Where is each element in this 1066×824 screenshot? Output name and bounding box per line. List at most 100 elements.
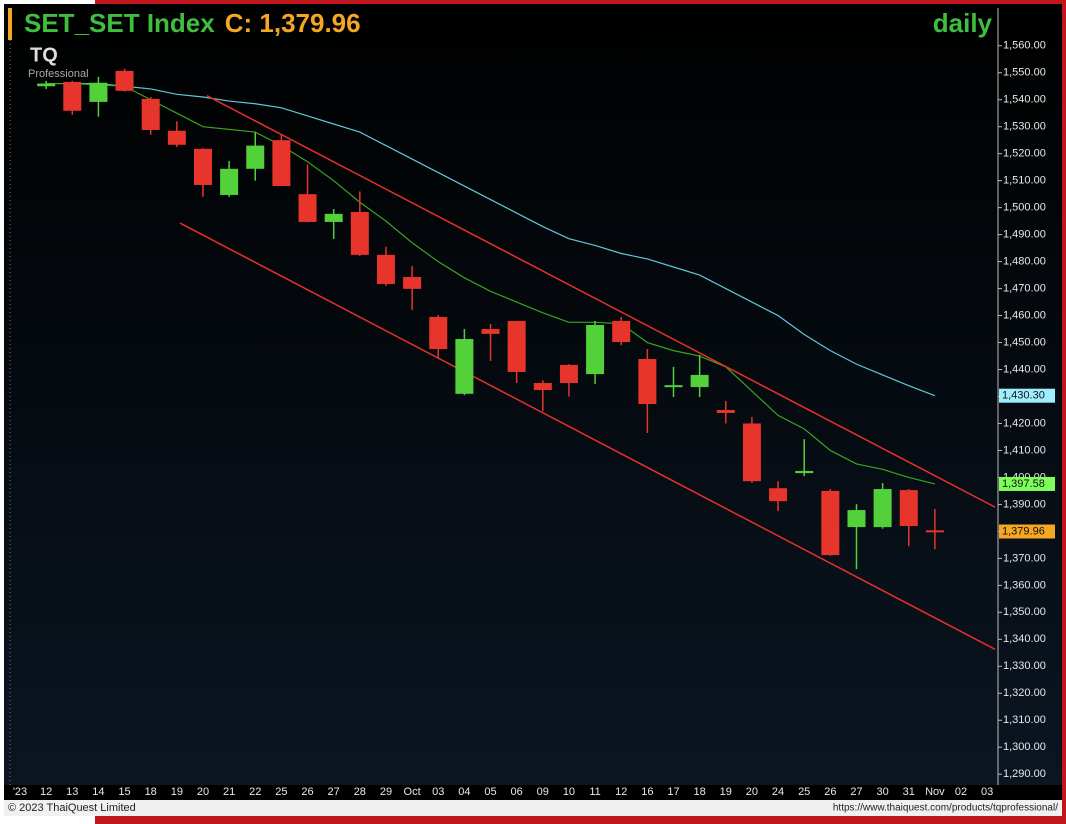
candle-body <box>481 329 500 334</box>
price-tag-label: 1,397.58 <box>1002 478 1045 490</box>
y-tick-label: 1,550.00 <box>1003 67 1046 79</box>
candle-body <box>612 320 631 343</box>
candle-body <box>925 530 944 533</box>
candle-body <box>586 325 605 375</box>
y-tick-label: 1,540.00 <box>1003 94 1046 106</box>
x-tick-label: 20 <box>746 786 758 798</box>
candle-body <box>507 320 526 372</box>
x-tick-label: 19 <box>171 786 183 798</box>
x-tick-label: 05 <box>484 786 496 798</box>
x-tick-label: 31 <box>903 786 915 798</box>
candle-body <box>376 254 395 284</box>
x-tick-label: 10 <box>563 786 575 798</box>
y-tick-label: 1,530.00 <box>1003 121 1046 133</box>
candle-body <box>847 510 866 528</box>
x-tick-label: 04 <box>458 786 470 798</box>
y-tick-label: 1,350.00 <box>1003 606 1046 618</box>
footer-bar <box>4 800 1062 816</box>
candle-body <box>821 490 840 556</box>
y-tick-label: 1,460.00 <box>1003 309 1046 321</box>
footer-url: https://www.thaiquest.com/products/tqpro… <box>833 803 1058 814</box>
x-tick-label: 22 <box>249 786 261 798</box>
panel <box>4 4 1062 800</box>
y-tick-label: 1,490.00 <box>1003 229 1046 241</box>
y-tick-label: 1,510.00 <box>1003 175 1046 187</box>
copyright: © 2023 ThaiQuest Limited <box>8 802 136 814</box>
x-tick-label: 03 <box>432 786 444 798</box>
y-tick-label: 1,450.00 <box>1003 336 1046 348</box>
candle-body <box>690 374 709 388</box>
y-tick-label: 1,520.00 <box>1003 148 1046 160</box>
moving-average <box>46 82 936 485</box>
title-close: C: 1,379.96 <box>225 8 361 38</box>
x-tick-label: 25 <box>275 786 287 798</box>
x-tick-label: 02 <box>955 786 967 798</box>
x-tick-label: 19 <box>720 786 732 798</box>
candle-body <box>350 211 369 255</box>
candle-body <box>742 423 761 482</box>
x-tick-label: 27 <box>850 786 862 798</box>
candle-body <box>37 83 56 87</box>
y-tick-label: 1,420.00 <box>1003 417 1046 429</box>
y-tick-label: 1,320.00 <box>1003 687 1046 699</box>
price-tag-label: 1,430.30 <box>1002 390 1045 402</box>
x-axis-strip <box>4 785 1062 800</box>
x-tick-label: 21 <box>223 786 235 798</box>
period: daily <box>933 8 993 38</box>
x-tick-label: 27 <box>328 786 340 798</box>
candle-body <box>167 130 186 145</box>
candle-body <box>63 81 82 111</box>
candle-body <box>89 82 108 102</box>
x-tick-label: 14 <box>92 786 104 798</box>
candle-body <box>141 98 160 130</box>
y-tick-label: 1,470.00 <box>1003 282 1046 294</box>
x-tick-label: 26 <box>824 786 836 798</box>
candle-body <box>429 316 448 350</box>
candle-body <box>795 470 814 474</box>
candle-body <box>324 213 343 222</box>
y-tick-label: 1,560.00 <box>1003 40 1046 52</box>
trend-line <box>179 222 996 650</box>
candle-body <box>272 140 291 187</box>
x-tick-label: 18 <box>145 786 157 798</box>
x-tick-label: 28 <box>354 786 366 798</box>
x-tick-label: 18 <box>694 786 706 798</box>
x-tick-label: 12 <box>615 786 627 798</box>
y-tick-label: 1,310.00 <box>1003 714 1046 726</box>
x-tick-label: 15 <box>118 786 130 798</box>
price-tag <box>999 476 1055 491</box>
x-tick-label: 12 <box>40 786 52 798</box>
x-tick-label: 06 <box>511 786 523 798</box>
y-tick-label: 1,330.00 <box>1003 660 1046 672</box>
x-tick-label: 09 <box>537 786 549 798</box>
logo-product: Professional <box>28 68 89 80</box>
y-tick-label: 1,500.00 <box>1003 202 1046 214</box>
x-tick-label: 25 <box>798 786 810 798</box>
chart-title: SET_SET Index C: 1,379.96 <box>24 8 361 38</box>
candle-body <box>533 383 552 391</box>
moving-average <box>46 82 936 397</box>
title-marker <box>8 8 12 40</box>
x-tick-label: 20 <box>197 786 209 798</box>
candle-body <box>664 385 683 388</box>
price-tag <box>999 388 1055 403</box>
x-tick-label: 29 <box>380 786 392 798</box>
x-tick-label: 03 <box>981 786 993 798</box>
candle-body <box>115 70 134 91</box>
x-tick-label: Oct <box>404 786 421 798</box>
y-tick-label: 1,410.00 <box>1003 444 1046 456</box>
candle-body <box>769 488 788 502</box>
x-tick-label: 11 <box>589 786 600 798</box>
logo-brand: TQ <box>30 44 58 66</box>
price-tag-label: 1,379.96 <box>1002 525 1045 537</box>
y-tick-label: 1,300.00 <box>1003 741 1046 753</box>
y-tick-label: 1,390.00 <box>1003 498 1046 510</box>
x-tick-label: 16 <box>641 786 653 798</box>
candle-body <box>298 194 317 222</box>
candle-body <box>716 409 735 413</box>
x-tick-label: 24 <box>772 786 784 798</box>
y-tick-label: 1,440.00 <box>1003 363 1046 375</box>
candle-body <box>873 489 892 528</box>
candle-body <box>455 339 474 394</box>
